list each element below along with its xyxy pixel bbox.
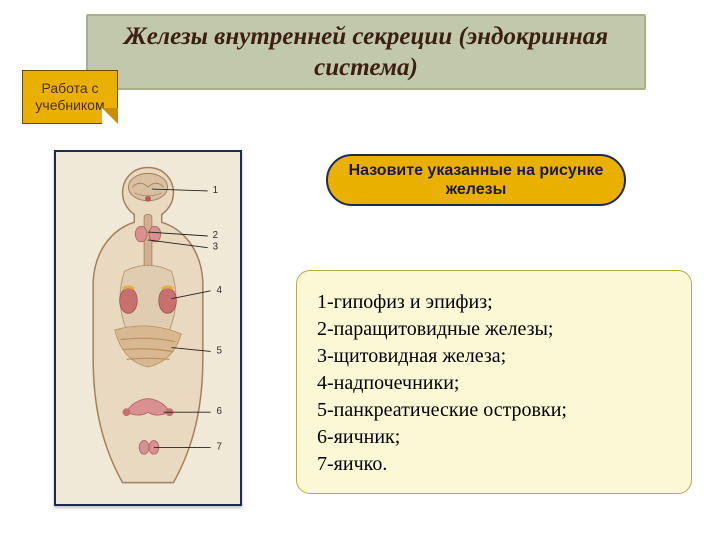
- answer-item: 3-щитовидная железа;: [317, 343, 671, 370]
- answer-item: 5-панкреатические островки;: [317, 397, 671, 424]
- question-text: Назовите указанные на рисунке железы: [342, 161, 610, 199]
- svg-text:3: 3: [213, 242, 218, 253]
- trachea: [144, 214, 152, 273]
- answer-item: 1-гипофиз и эпифиз;: [317, 289, 671, 316]
- svg-text:7: 7: [217, 441, 222, 452]
- question-callout: Назовите указанные на рисунке железы: [326, 154, 626, 206]
- answer-list: 1-гипофиз и эпифиз; 2-паращитовидные жел…: [296, 270, 692, 494]
- svg-text:2: 2: [213, 230, 218, 241]
- svg-text:6: 6: [217, 406, 222, 417]
- gland-thyroid-left: [135, 226, 147, 242]
- title-text: Железы внутренней секреции (эндокринная …: [88, 21, 644, 84]
- gland-1: [145, 196, 151, 202]
- gland-kidney-right: [159, 288, 177, 313]
- testis-left: [139, 441, 149, 455]
- anatomy-diagram: 1234567: [54, 150, 242, 506]
- svg-text:4: 4: [217, 285, 223, 296]
- answer-item: 7-яичко.: [317, 451, 671, 478]
- page-title: Железы внутренней секреции (эндокринная …: [86, 14, 646, 90]
- ovary-left: [123, 408, 131, 416]
- gland-thyroid-right: [149, 226, 161, 242]
- number-labels: 1234567: [213, 185, 223, 452]
- anatomy-svg: 1234567: [56, 152, 240, 504]
- gland-kidney-left: [120, 288, 138, 313]
- answer-item: 2-паращитовидные железы;: [317, 316, 671, 343]
- answer-item: 6-яичник;: [317, 424, 671, 451]
- note-tab-text: Работа с учебником: [27, 80, 113, 114]
- svg-text:1: 1: [213, 185, 218, 196]
- svg-text:5: 5: [217, 345, 223, 356]
- answer-item: 4-надпочечники;: [317, 370, 671, 397]
- note-fold-cut: [102, 108, 118, 124]
